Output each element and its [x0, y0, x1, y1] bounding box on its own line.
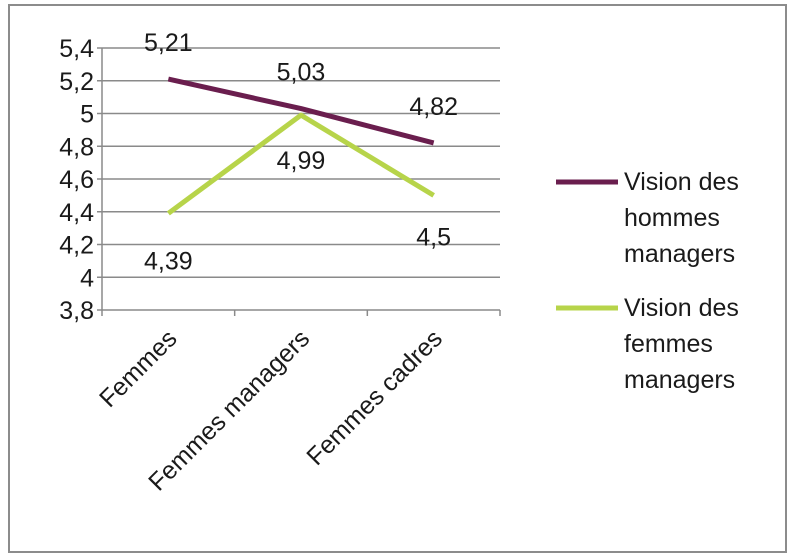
y-tick-label: 4,4 [59, 199, 94, 227]
axes [97, 47, 501, 316]
y-tick-label: 5,2 [59, 68, 94, 96]
data-label: 4,39 [144, 247, 193, 275]
legend-label: femmes [624, 330, 713, 358]
legend-label: Vision des [624, 294, 739, 322]
y-tick-label: 4,6 [59, 166, 94, 194]
y-tick-label: 4,8 [59, 133, 94, 161]
legend-label: Vision des [624, 168, 739, 196]
data-label: 5,21 [144, 29, 193, 57]
y-tick-labels: 3,8 4 4,2 4,4 4,6 4,8 5 5,2 5,4 [59, 35, 94, 325]
x-tick-label: Femmes cadres [301, 324, 448, 471]
series-line-0 [167, 76, 435, 146]
data-label: 4,82 [409, 93, 458, 121]
legend-label: managers [624, 240, 735, 268]
y-tick-label: 4,2 [59, 232, 94, 260]
y-tick-label: 3,8 [59, 297, 94, 325]
y-tick-label: 5 [80, 101, 94, 129]
legend-label: managers [624, 366, 735, 394]
series-line-1 [166, 112, 435, 216]
data-labels: 5,21 5,03 4,82 4,39 4,99 4,5 [144, 29, 458, 275]
y-tick-label: 5,4 [59, 35, 94, 63]
legend-label: hommes [624, 204, 720, 232]
series-lines [166, 76, 435, 216]
legend: Vision des hommes managers Vision des femmes… [556, 168, 739, 394]
chart-frame [8, 4, 787, 553]
data-label: 4,99 [277, 147, 326, 175]
y-tick-label: 4 [80, 264, 94, 292]
x-tick-label: Femmes [94, 324, 183, 413]
data-label: 4,5 [416, 223, 451, 251]
data-label: 5,03 [277, 59, 326, 87]
